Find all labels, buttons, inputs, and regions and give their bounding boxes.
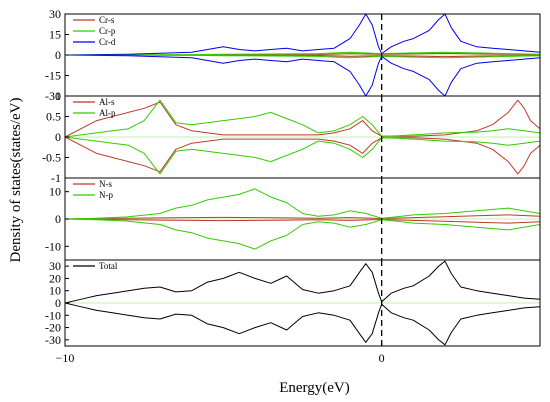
series-al-s-up-line [65,99,540,138]
panel-2-series [65,99,540,175]
y-tick-label: 0 [55,130,61,144]
panel-1-legend: Cr-sCr-pCr-d [73,15,116,47]
panel-3: -10 0 10 N-sN-p [45,177,541,261]
y-tick-label: -30 [45,333,61,347]
y-tick-label: -0.5 [42,151,61,165]
y-tick-label: -10 [45,308,61,322]
y-tick-label: 0.5 [46,110,61,124]
series-n-s-up-line [65,214,540,220]
x-axis-title: Energy(eV) [279,380,350,396]
y-tick-label: -10 [45,239,61,253]
y-tick-label: -30 [45,89,61,103]
y-tick-label: 0 [55,212,61,226]
series-total-down-line [65,302,540,346]
y-tick-label: -15 [45,69,61,83]
panel-1-series [65,14,540,96]
series-n-p-down-line [65,218,540,250]
x-tick-label: −10 [56,351,75,365]
series-al-p-down-line [65,136,540,175]
y-tick-label: -1 [51,171,61,185]
panel-3-legend: N-sN-p [73,179,113,200]
panel-1: -30 -15 0 15 30 Cr-sCr-pCr-d [45,7,541,103]
y-tick-label: 30 [49,7,61,21]
panel-4-series [65,260,540,346]
series-cr-d-down-line [65,54,540,96]
legend-label-al-s: Al-s [99,97,115,107]
y-tick-label: 0 [55,48,61,62]
y-tick-label: 15 [49,28,61,42]
y-tick-label: 1 [55,89,61,103]
series-al-s-down-line [65,136,540,175]
y-tick-label: 0 [55,296,61,310]
legend-label-al-p: Al-p [99,108,116,118]
y-tick-label: 10 [49,185,61,199]
series-cr-p-down-line [65,54,540,59]
panel-2: -1 -0.5 0 0.5 1 Al-sAl-p [42,89,541,185]
series-cr-p-up-line [65,51,540,56]
x-tick-label: 0 [379,351,385,365]
series-al-p-up-line [65,99,540,138]
series-n-p-up-line [65,188,540,220]
series-total-up-line [65,260,540,304]
legend-label-cr-s: Cr-s [99,15,115,25]
series-cr-d-up-line [65,14,540,56]
legend-label-n-p: N-p [99,190,113,200]
y-tick-label: 30 [49,259,61,273]
y-tick-label: -20 [45,321,61,335]
panel-2-legend: Al-sAl-p [73,97,116,118]
legend-label-total: Total [99,261,118,271]
panel-3-series [65,188,540,250]
y-tick-label: 20 [49,271,61,285]
series-n-s-down-line [65,218,540,224]
y-axis-title: Density of states(states/eV) [8,98,24,263]
y-tick-label: 10 [49,284,61,298]
legend-label-cr-d: Cr-d [99,37,116,47]
legend-label-cr-p: Cr-p [99,26,116,36]
legend-label-n-s: N-s [99,179,112,189]
panel-4-legend: Total [73,261,118,271]
